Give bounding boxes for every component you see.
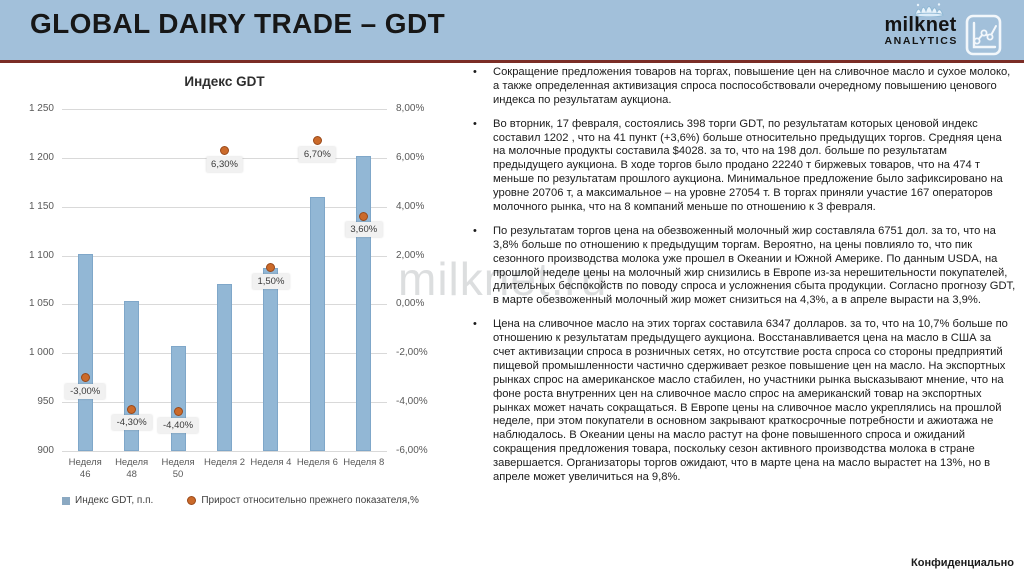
y-axis-right-tick: -6,00% [396,445,428,456]
bar [217,283,232,451]
bullet-item: • Цена на сливочное масло на этих торгах … [468,318,1016,485]
legend-point-label: Прирост относительно прежнего показателя… [201,495,419,506]
bullet-marker: • [473,224,477,237]
legend-bar-swatch-icon [62,496,70,505]
logo-subtitle: ANALYTICS [884,35,958,47]
growth-point [220,146,229,156]
chart-line-icon [965,14,1002,56]
x-axis-category-label: Неделя 2 [203,457,246,468]
y-axis-right-tick: -4,00% [396,396,428,408]
growth-point-label: 6,30% [206,156,243,172]
x-axis-category-label: Неделя 6 [296,457,338,468]
bar [77,253,93,451]
growth-point [80,373,90,383]
growth-point [312,136,322,146]
growth-point-label: 3,60% [345,222,383,238]
x-axis-category-label: Неделя 8 [343,457,385,468]
x-axis-category-label: Неделя 4 [250,457,292,468]
growth-point-label: -3,00% [65,383,106,399]
gridline [62,206,387,208]
bullet-item: • Сокращение предложения товаров на торга… [468,66,1016,108]
legend-item-growth: Прирост относительно прежнего показателя… [187,495,419,506]
chart-legend: Индекс GDT, п.п. Прирост относительно пр… [62,495,419,506]
gridline [62,451,387,452]
chart-title: Индекс GDT [184,74,265,89]
growth-point-label: 6,70% [298,146,336,162]
header-band: GLOBAL DAIRY TRADE – GDT milknet ANALYTI… [0,0,1024,63]
milknet-logo: milknet ANALYTICS [884,2,1002,56]
bullet-text: Сокращение предложения товаров на торгах… [493,66,1011,106]
y-axis-left-tick: 1 150 [28,200,54,212]
bar [124,300,140,451]
y-axis-left-tick: 1 200 [28,151,54,163]
y-axis-left-tick: 1 250 [28,103,54,114]
bullet-marker: • [473,318,477,331]
growth-point-label: -4,30% [111,415,152,431]
bar [309,196,325,451]
gridline [62,109,387,110]
y-axis-right-tick: 4,00% [396,200,425,212]
bullet-text: Во вторник, 17 февраля, состоялись 398 т… [493,117,1003,214]
legend-point-swatch-icon [187,496,197,505]
x-axis-category-label: Неделя 46 [68,457,102,480]
bullet-marker: • [473,66,477,78]
bar [263,268,279,451]
growth-point [173,407,183,417]
page-title: GLOBAL DAIRY TRADE – GDT [30,8,446,39]
growth-point [266,263,276,273]
confidential-label: Конфиденциально [911,557,1014,569]
bullet-text: Цена на сливочное масло на этих торгах с… [493,318,1008,484]
bullet-item: • По результатам торгов цена на обезвожен… [468,225,1016,308]
y-axis-right-tick: 8,00% [396,103,425,114]
y-axis-right-tick: -2,00% [396,347,428,359]
logo-brand: milknet [884,14,957,36]
milk-splash-icon [914,3,945,17]
y-axis-left-tick: 1 100 [28,249,54,261]
growth-point-label: -4,40% [158,417,199,433]
x-axis-category-label: Неделя 48 [115,457,149,480]
y-axis-right-tick: 0,00% [396,298,425,310]
y-axis-left-tick: 950 [37,396,54,408]
y-axis-right-tick: 2,00% [396,249,425,261]
legend-item-index: Индекс GDT, п.п. [62,495,153,506]
growth-point-label: 1,50% [252,273,290,289]
bar [356,155,372,451]
logo-text: milknet ANALYTICS [884,2,958,47]
growth-point [359,211,369,221]
bullet-marker: • [473,117,477,130]
y-axis-left-tick: 1 050 [28,298,54,310]
legend-bar-label: Индекс GDT, п.п. [75,495,154,506]
growth-point [127,404,137,414]
commentary-panel: • Сокращение предложения товаров на торга… [468,66,1016,495]
gridline [62,255,387,257]
bar [170,346,186,451]
x-axis-category-label: Неделя 50 [161,457,195,480]
y-axis-left-tick: 1 000 [28,347,54,359]
gdt-index-chart: Индекс GDT Индекс GDT, п.п. Прирост отно… [10,70,462,522]
y-axis-left-tick: 900 [37,445,54,456]
bullet-item: • Во вторник, 17 февраля, состоялись 398 … [468,118,1016,215]
bullet-text: По результатам торгов цена на обезвоженн… [493,224,1016,307]
y-axis-right-tick: 6,00% [396,151,425,163]
